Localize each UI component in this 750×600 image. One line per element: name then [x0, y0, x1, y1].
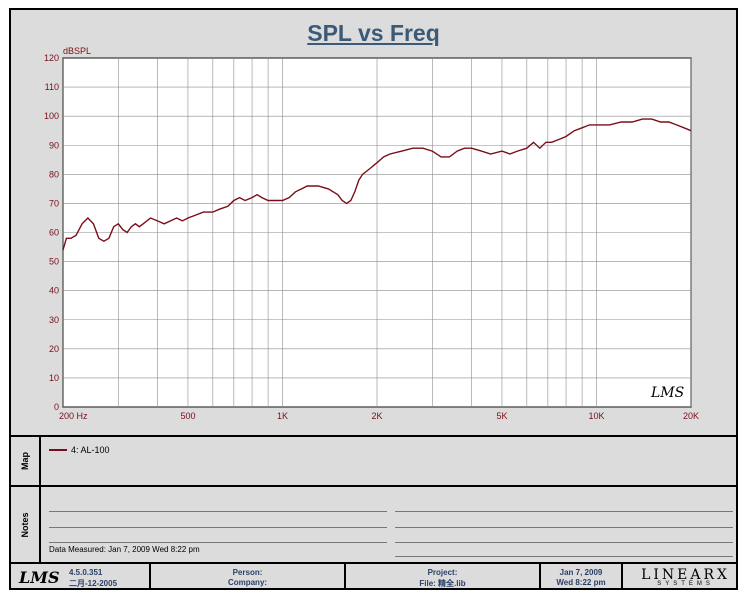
y-tick-label: 40 [49, 286, 59, 296]
x-tick-label: 10K [588, 411, 604, 421]
y-axis-label: dBSPL [63, 46, 91, 56]
linearx-subbrand: SYSTEMS [657, 581, 714, 587]
notes-section: Notes Data Measured: Jan 7, 2009 Wed 8:2… [11, 485, 736, 562]
linearx-logo: LINEARX SYSTEMS [641, 567, 730, 587]
notes-label-cell: Notes [11, 487, 41, 562]
footer-date-cell: Jan 7, 2009 Wed 8:22 pm [541, 564, 623, 590]
company-label: Company: [227, 578, 268, 587]
y-tick-label: 0 [54, 402, 59, 412]
chart-title: SPL vs Freq [307, 20, 440, 46]
y-tick-label: 70 [49, 198, 59, 208]
note-line [49, 542, 387, 543]
footer-person-cell: Person: Company: [151, 564, 346, 590]
map-label: Map [20, 452, 30, 470]
y-tick-label: 90 [49, 140, 59, 150]
note-line [395, 556, 733, 557]
date-text: Jan 7, 2009 [559, 568, 603, 577]
y-tick-label: 50 [49, 257, 59, 267]
x-tick-label: 2K [371, 411, 382, 421]
footer-project-cell: Project: File: 精全.lib [346, 564, 541, 590]
y-tick-label: 30 [49, 315, 59, 325]
version-text: 4.5.0.351 [69, 568, 103, 577]
x-tick-labels: 200 Hz 500 1K 2K 5K 10K 20K [59, 411, 699, 421]
y-tick-labels: 0 10 20 30 40 50 60 70 80 90 100 110 120 [44, 53, 59, 412]
x-tick-label: 500 [180, 411, 195, 421]
map-label-cell: Map [11, 437, 41, 485]
y-tick-label: 10 [49, 373, 59, 383]
note-line [395, 511, 733, 512]
grid [62, 57, 692, 408]
time-text: Wed 8:22 pm [556, 578, 606, 587]
y-tick-label: 80 [49, 169, 59, 179]
linearx-brand: LINEARX [641, 567, 730, 583]
x-tick-label: 20K [683, 411, 699, 421]
note-line [395, 542, 733, 543]
legend-entry[interactable]: 4: AL-100 [49, 445, 110, 455]
report-frame: SPL vs Freq 0 10 20 30 40 50 60 70 80 90 100 110 120… [9, 8, 738, 590]
y-tick-label: 60 [49, 228, 59, 238]
note-line [49, 511, 387, 512]
x-tick-label: 5K [496, 411, 507, 421]
lms-logo: LMS [19, 568, 60, 587]
project-label: Project: [427, 568, 458, 577]
legend-swatch [49, 449, 67, 451]
footer-version-cell: LMS 4.5.0.351 二月-12-2005 [11, 564, 151, 590]
version-date: 二月-12-2005 [69, 579, 118, 588]
footer: LMS 4.5.0.351 二月-12-2005 Person: Company… [11, 562, 736, 590]
x-tick-label: 200 Hz [59, 411, 88, 421]
x-tick-label: 1K [277, 411, 288, 421]
data-measured-text: Data Measured: Jan 7, 2009 Wed 8:22 pm [49, 545, 200, 554]
y-tick-label: 110 [45, 82, 59, 92]
legend-text: 4: AL-100 [71, 445, 110, 455]
note-line [49, 527, 387, 528]
y-tick-label: 20 [49, 344, 59, 354]
lms-watermark: LMS [650, 385, 684, 401]
person-label: Person: [232, 568, 263, 577]
file-label: File: 精全.lib [419, 579, 466, 588]
map-section: Map 4: AL-100 [11, 435, 736, 485]
note-line [395, 527, 733, 528]
spl-chart: 0 10 20 30 40 50 60 70 80 90 100 110 120 200 Hz 500 1K… [44, 46, 699, 421]
notes-label: Notes [20, 511, 30, 538]
y-tick-label: 100 [44, 111, 59, 121]
series-line-al-100 [62, 118, 692, 251]
y-tick-label: 120 [44, 53, 59, 63]
